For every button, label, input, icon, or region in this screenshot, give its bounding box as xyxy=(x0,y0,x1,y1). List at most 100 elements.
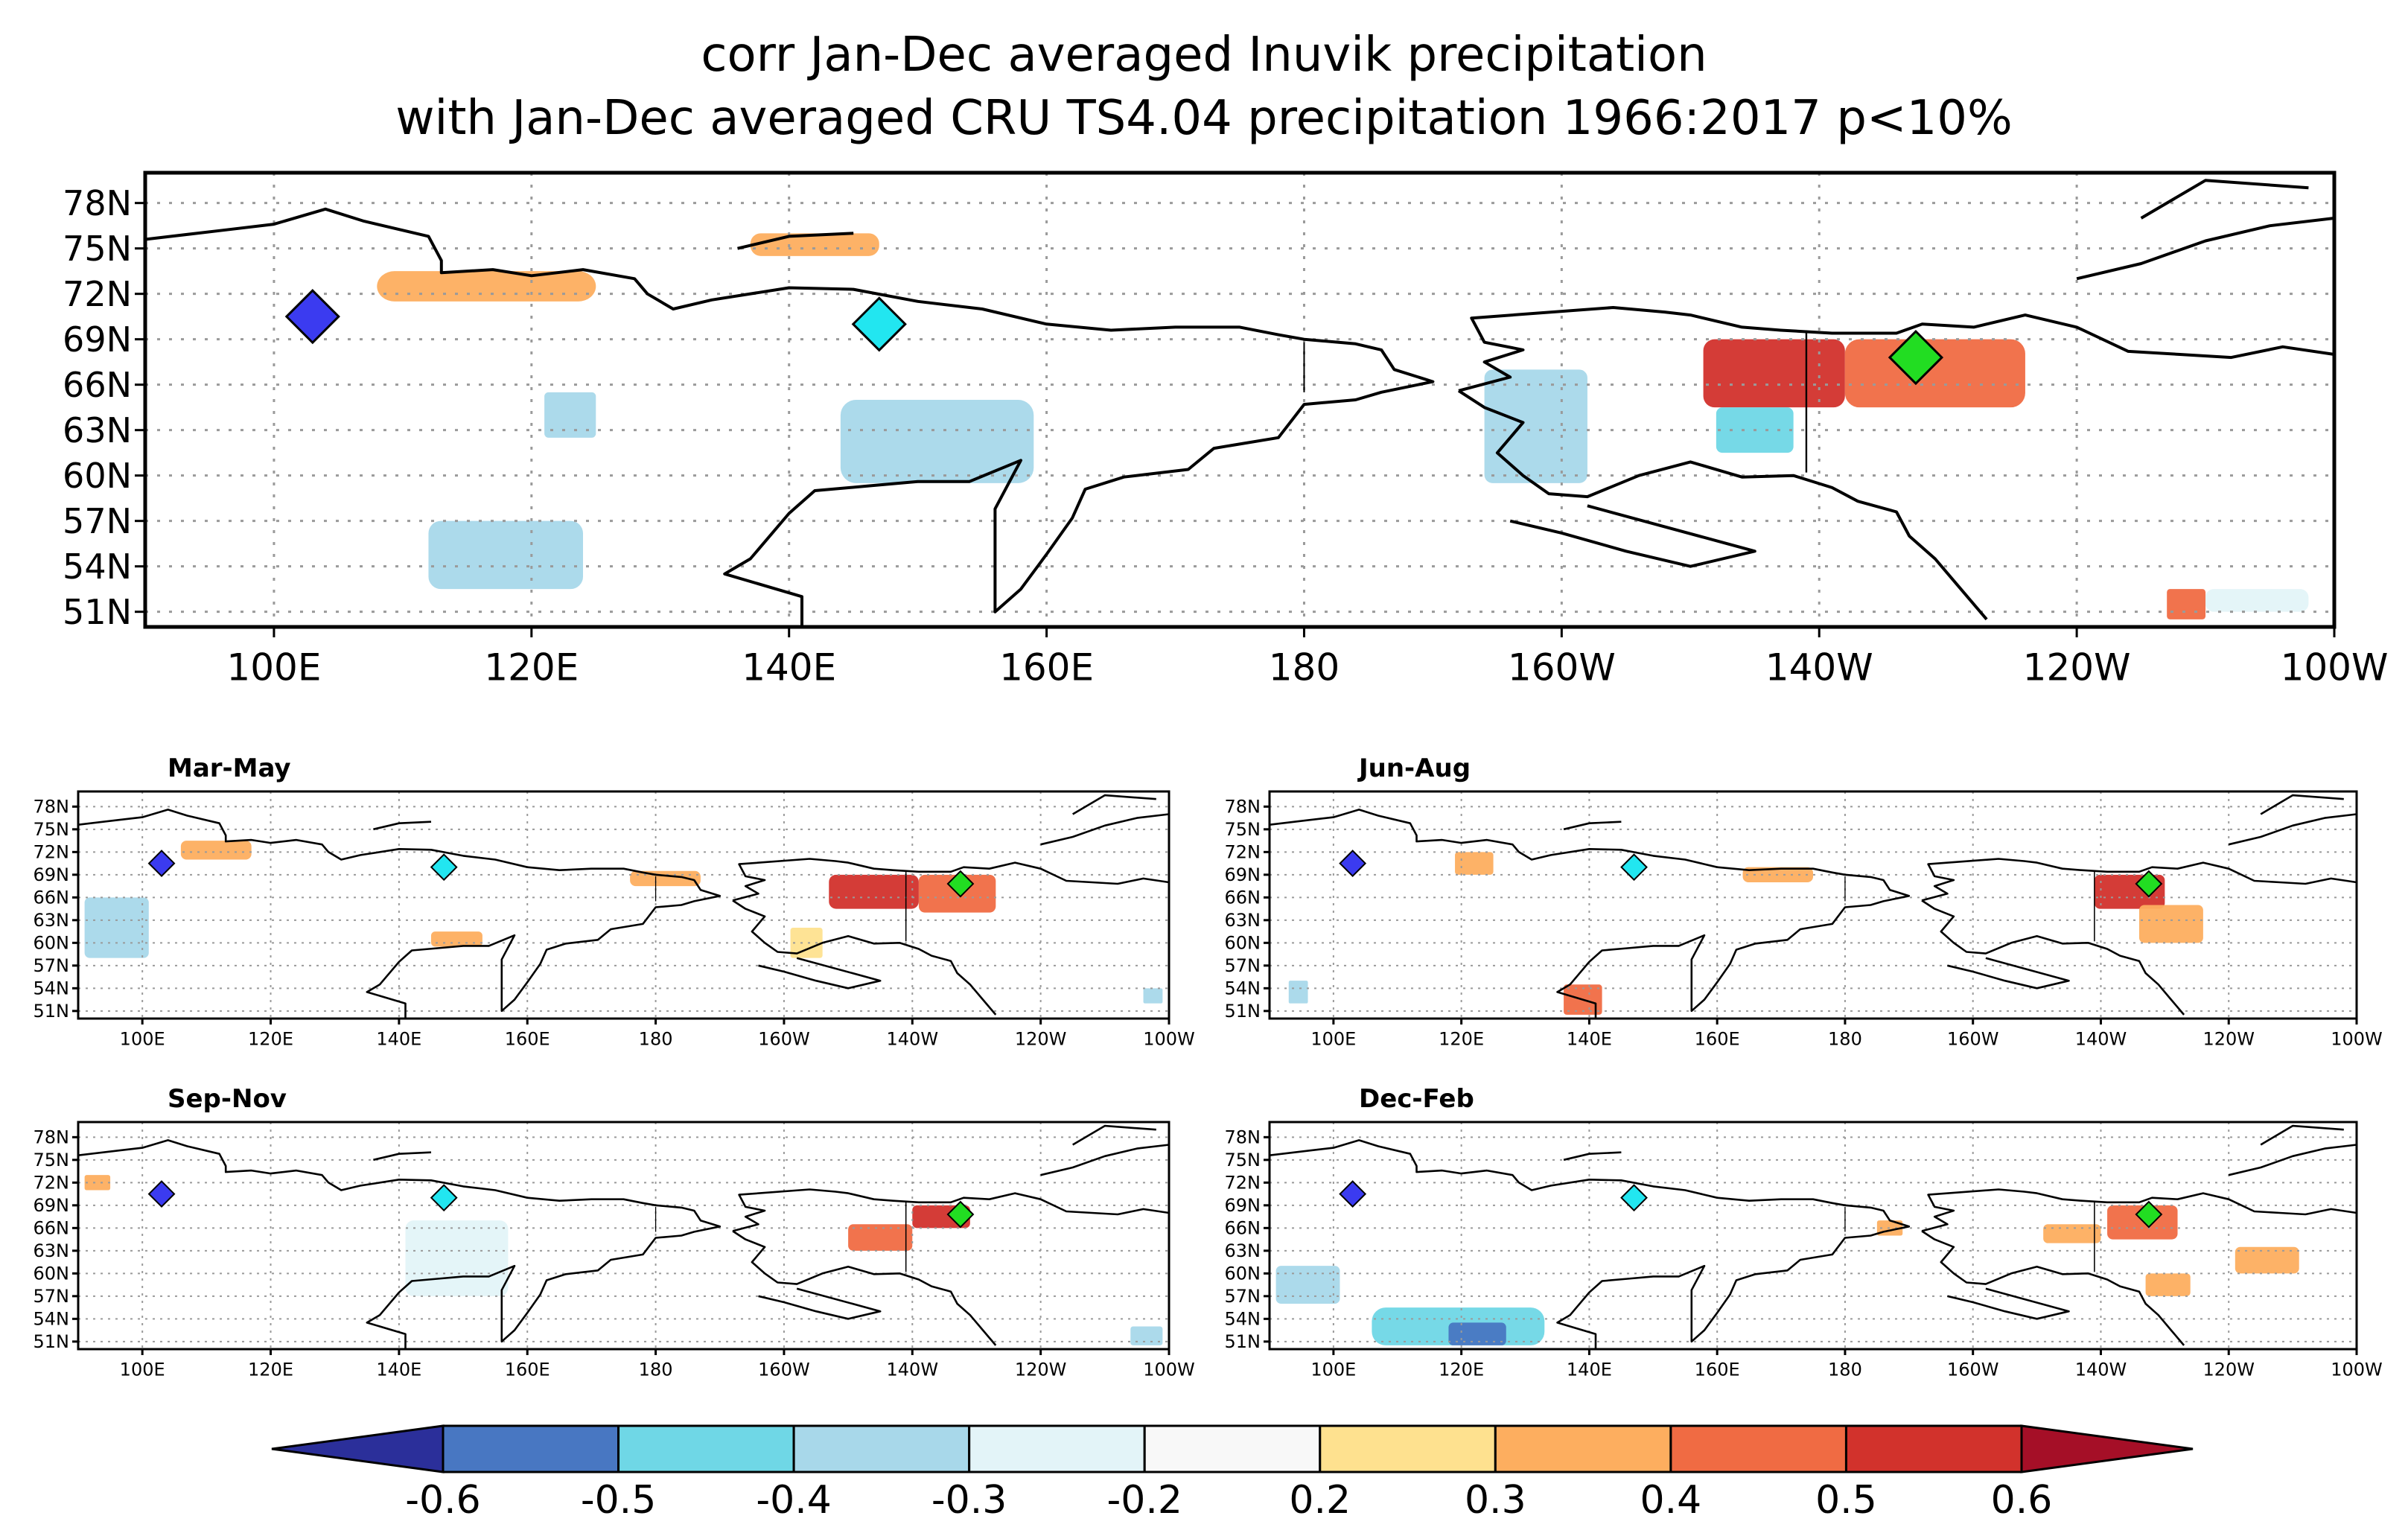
lon-label: 140E xyxy=(742,646,836,689)
coastline-segment xyxy=(2076,217,2335,281)
coastline-segment xyxy=(1921,1230,2185,1346)
shaded-region xyxy=(84,897,149,958)
coastline-segment xyxy=(1072,794,1156,815)
coastline-segment xyxy=(1921,899,2185,1016)
map-frame xyxy=(77,1121,1170,1351)
lon-label: 160W xyxy=(1947,1360,1999,1380)
coastline-segment xyxy=(373,1151,432,1162)
coastline-segment xyxy=(2228,1144,2357,1176)
station-marker-blue xyxy=(284,289,340,345)
lon-label: 180 xyxy=(1269,646,1340,689)
colorbar-box xyxy=(1319,1424,1497,1473)
colorbar-box xyxy=(968,1424,1146,1473)
shaded-region xyxy=(428,520,583,590)
lon-label: 140E xyxy=(376,1360,421,1380)
lat-label: 54N xyxy=(34,978,70,999)
lon-label: 180 xyxy=(639,1360,673,1380)
coastline-segment xyxy=(732,899,997,1016)
lat-label: 57N xyxy=(34,955,70,976)
shaded-region xyxy=(1288,981,1308,1004)
lat-label: 72N xyxy=(1225,842,1261,863)
map-panel-annual: 78N 75N 72N 69N 66N 63N 60N 57N 54N 51N 100E 120E 14… xyxy=(63,171,2389,689)
lat-label: 66N xyxy=(63,365,132,405)
shaded-region xyxy=(1448,1322,1506,1345)
shaded-region xyxy=(2235,1246,2299,1274)
lon-label: 120E xyxy=(1439,1360,1484,1380)
shaded-region xyxy=(377,271,596,302)
graticule xyxy=(1270,1122,2357,1349)
lat-label: 75N xyxy=(1225,819,1261,840)
shaded-region xyxy=(544,392,596,438)
coastline-segment xyxy=(2260,794,2344,815)
lon-label: 100E xyxy=(1310,1360,1356,1380)
lat-label: 63N xyxy=(1225,1240,1261,1261)
lat-label: 63N xyxy=(63,410,132,450)
lat-label: 72N xyxy=(63,274,132,314)
lon-label: 160E xyxy=(505,1029,550,1050)
coastline-segment xyxy=(1040,1144,1170,1176)
colorbar-box xyxy=(1494,1424,1672,1473)
lon-label: 140W xyxy=(887,1029,939,1050)
lat-label: 51N xyxy=(1225,1331,1261,1352)
lon-label: 140E xyxy=(376,1029,421,1050)
shaded-region xyxy=(1484,369,1587,483)
correlation-shading xyxy=(84,841,1163,1004)
station-marker-blue xyxy=(147,850,176,877)
colorbar-box xyxy=(617,1424,795,1473)
shaded-region xyxy=(2145,1273,2191,1296)
lon-label: 100W xyxy=(2331,1360,2383,1380)
lon-label: 140W xyxy=(2075,1029,2127,1050)
lon-label: 120E xyxy=(248,1360,293,1380)
map-frame xyxy=(143,171,2337,629)
lat-label: 72N xyxy=(34,842,70,863)
lat-label: 69N xyxy=(34,1195,70,1216)
lon-label: 100W xyxy=(1143,1029,1195,1050)
station-marker-green xyxy=(1888,329,1944,386)
lon-label: 100W xyxy=(2281,646,2389,689)
title-line-1: corr Jan-Dec averaged Inuvik precipitati… xyxy=(701,28,1707,83)
station-marker-green xyxy=(946,870,975,898)
coastline-segment xyxy=(758,1287,882,1320)
lon-label: 120W xyxy=(1015,1360,1067,1380)
lon-label: 100E xyxy=(120,1360,165,1380)
lon-label: 100E xyxy=(226,646,321,689)
lon-label: 180 xyxy=(639,1029,673,1050)
colorbar-label: 0.6 xyxy=(1991,1478,2053,1523)
lat-label: 63N xyxy=(34,1240,70,1261)
shaded-region xyxy=(1275,1266,1340,1304)
coastline-segment xyxy=(1563,1151,1622,1162)
colorbar-box xyxy=(1143,1424,1322,1473)
coastline-segment xyxy=(1072,1124,1156,1146)
lon-label: 160E xyxy=(999,646,1094,689)
shaded-region xyxy=(750,233,879,256)
lon-label: 160W xyxy=(758,1029,810,1050)
shaded-region xyxy=(430,931,482,947)
map-background xyxy=(78,791,1169,1019)
coastline-segment xyxy=(2260,1124,2344,1146)
lat-label: 60N xyxy=(1225,1264,1261,1284)
shaded-region xyxy=(2139,905,2203,943)
coastline-segment xyxy=(77,1139,722,1349)
title-line-2: with Jan-Dec averaged CRU TS4.04 precipi… xyxy=(395,91,2013,146)
colorbar-label: 0.2 xyxy=(1289,1478,1351,1523)
colorbar-arrow-left xyxy=(271,1424,445,1473)
graticule xyxy=(1270,791,2357,1019)
lon-label: 160W xyxy=(1508,646,1616,689)
lat-label: 60N xyxy=(1225,933,1261,954)
colorbar-arrow-right xyxy=(2020,1424,2194,1473)
shaded-region xyxy=(840,400,1034,483)
shaded-region xyxy=(405,1220,509,1296)
colorbar-label: 0.3 xyxy=(1465,1478,1526,1523)
lat-label: 75N xyxy=(34,819,70,840)
lat-label: 51N xyxy=(63,592,132,632)
station-marker-blue xyxy=(1339,1180,1367,1208)
lat-label: 78N xyxy=(1225,797,1261,818)
shaded-region xyxy=(829,874,919,909)
station-marker-blue xyxy=(147,1180,176,1208)
panel-title: Jun-Aug xyxy=(1357,753,1471,783)
shaded-region xyxy=(1703,339,1845,408)
colorbar-box xyxy=(1669,1424,1847,1473)
